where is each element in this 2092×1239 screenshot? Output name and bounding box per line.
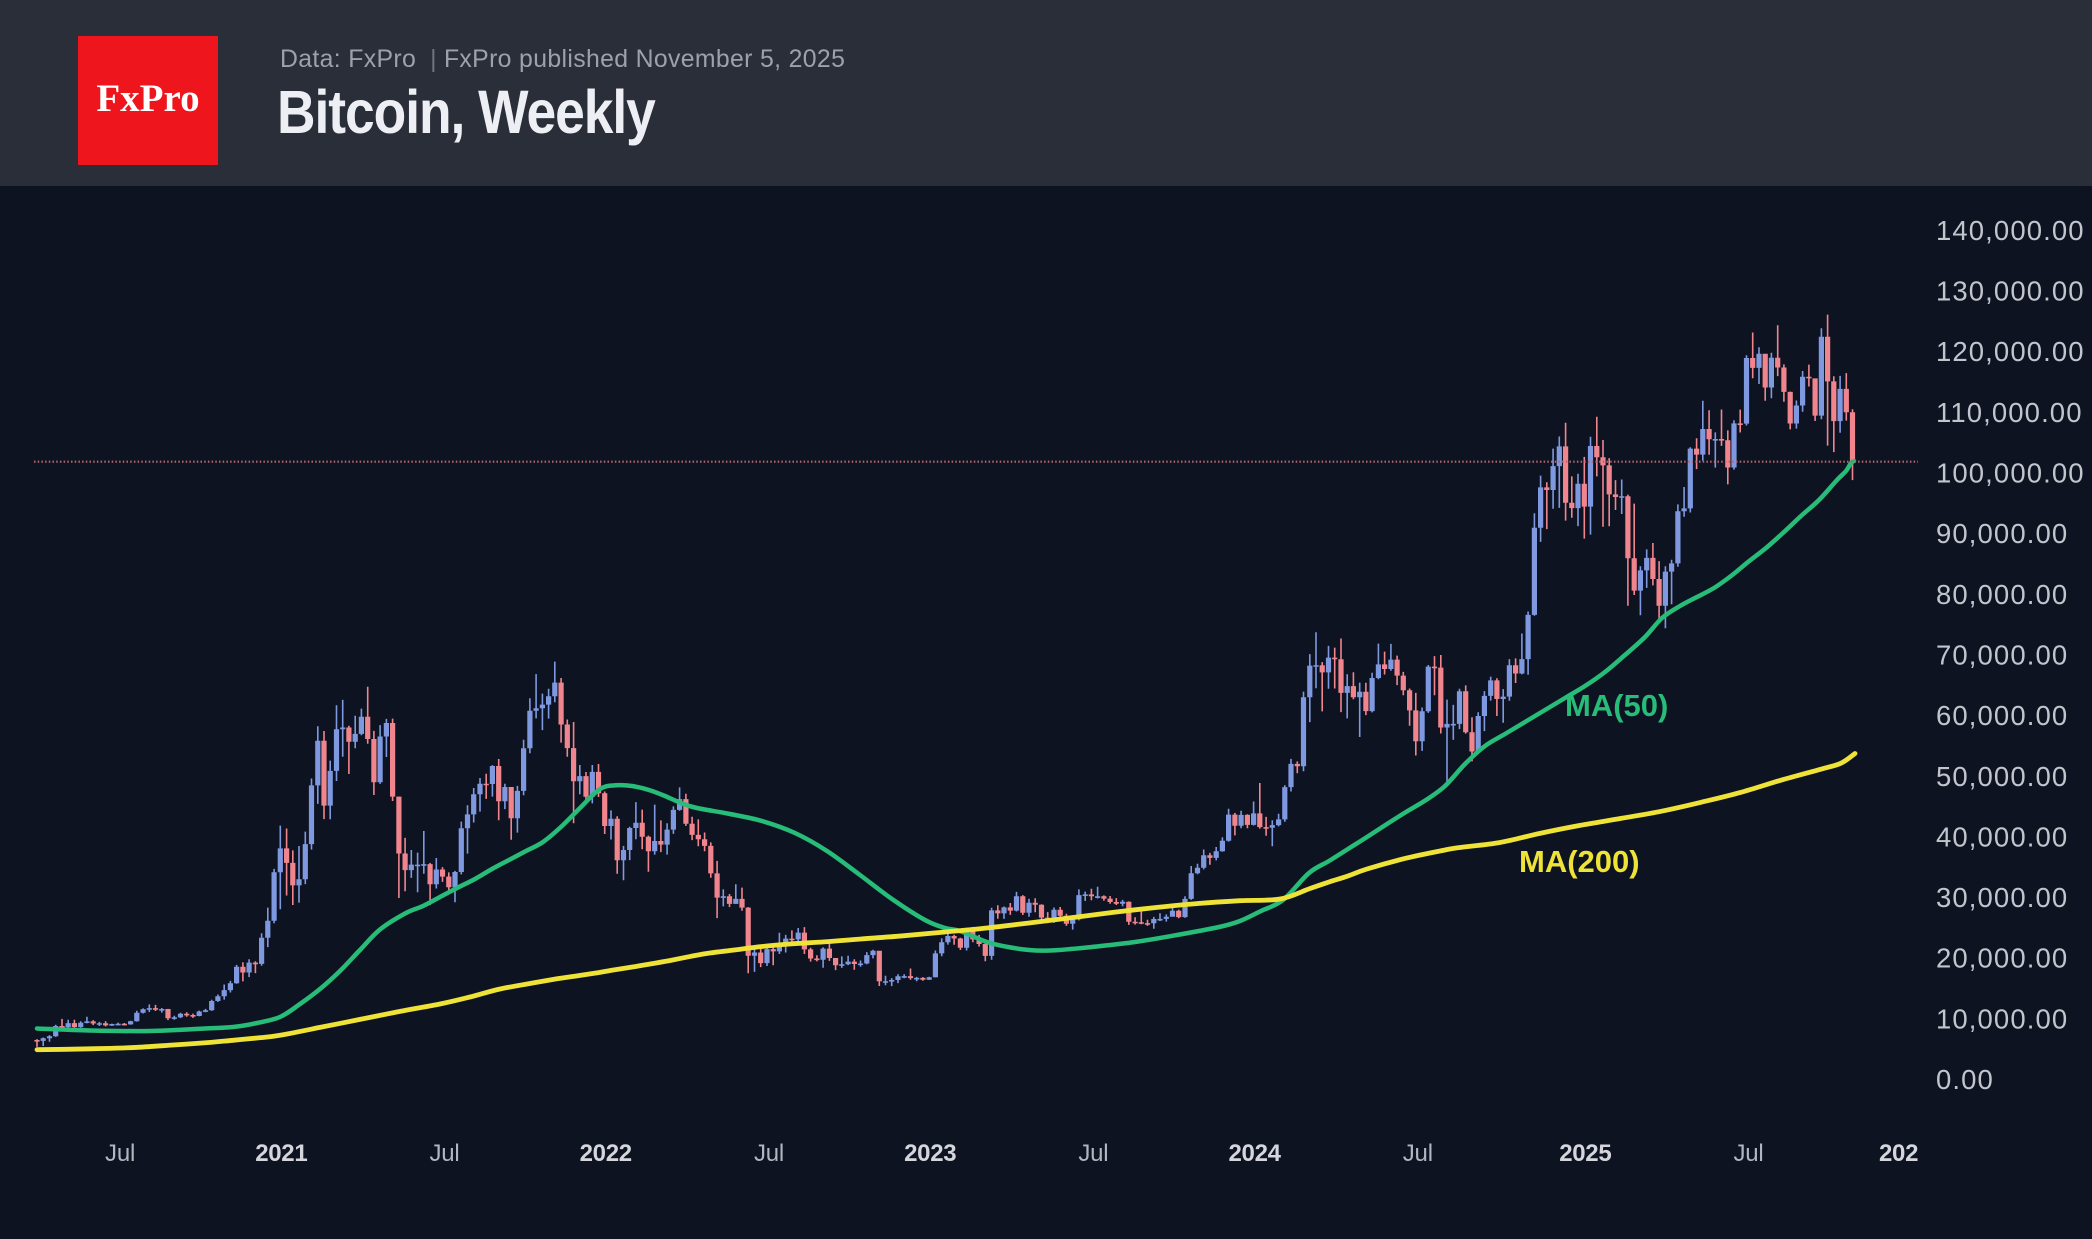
- svg-text:Jul: Jul: [1403, 1140, 1433, 1167]
- svg-text:120,000.00: 120,000.00: [1936, 336, 2085, 367]
- svg-text:Jul: Jul: [754, 1140, 784, 1167]
- svg-text:100,000.00: 100,000.00: [1936, 458, 2085, 489]
- svg-text:40,000.00: 40,000.00: [1936, 821, 2068, 852]
- svg-text:2024: 2024: [1228, 1140, 1281, 1167]
- svg-text:2023: 2023: [904, 1140, 956, 1167]
- svg-text:130,000.00: 130,000.00: [1936, 276, 2085, 307]
- svg-text:80,000.00: 80,000.00: [1936, 579, 2068, 610]
- svg-text:70,000.00: 70,000.00: [1936, 640, 2068, 671]
- svg-text:20,000.00: 20,000.00: [1936, 943, 2068, 974]
- svg-text:0.00: 0.00: [1936, 1064, 1994, 1095]
- svg-text:140,000.00: 140,000.00: [1936, 215, 2085, 246]
- svg-text:10,000.00: 10,000.00: [1936, 1003, 2068, 1034]
- svg-text:90,000.00: 90,000.00: [1936, 518, 2068, 549]
- svg-text:MA(200): MA(200): [1519, 844, 1640, 879]
- svg-text:30,000.00: 30,000.00: [1936, 882, 2068, 913]
- svg-text:Jul: Jul: [105, 1140, 135, 1167]
- svg-text:60,000.00: 60,000.00: [1936, 700, 2068, 731]
- svg-text:Jul: Jul: [1733, 1140, 1763, 1167]
- svg-text:Jul: Jul: [1078, 1140, 1108, 1167]
- svg-text:50,000.00: 50,000.00: [1936, 761, 2068, 792]
- svg-text:2025: 2025: [1559, 1140, 1611, 1167]
- svg-text:MA(50): MA(50): [1565, 688, 1668, 723]
- svg-text:2021: 2021: [255, 1140, 307, 1167]
- svg-text:2022: 2022: [580, 1140, 632, 1167]
- svg-text:202: 202: [1879, 1140, 1918, 1167]
- svg-text:110,000.00: 110,000.00: [1936, 397, 2083, 428]
- svg-text:Jul: Jul: [429, 1140, 459, 1167]
